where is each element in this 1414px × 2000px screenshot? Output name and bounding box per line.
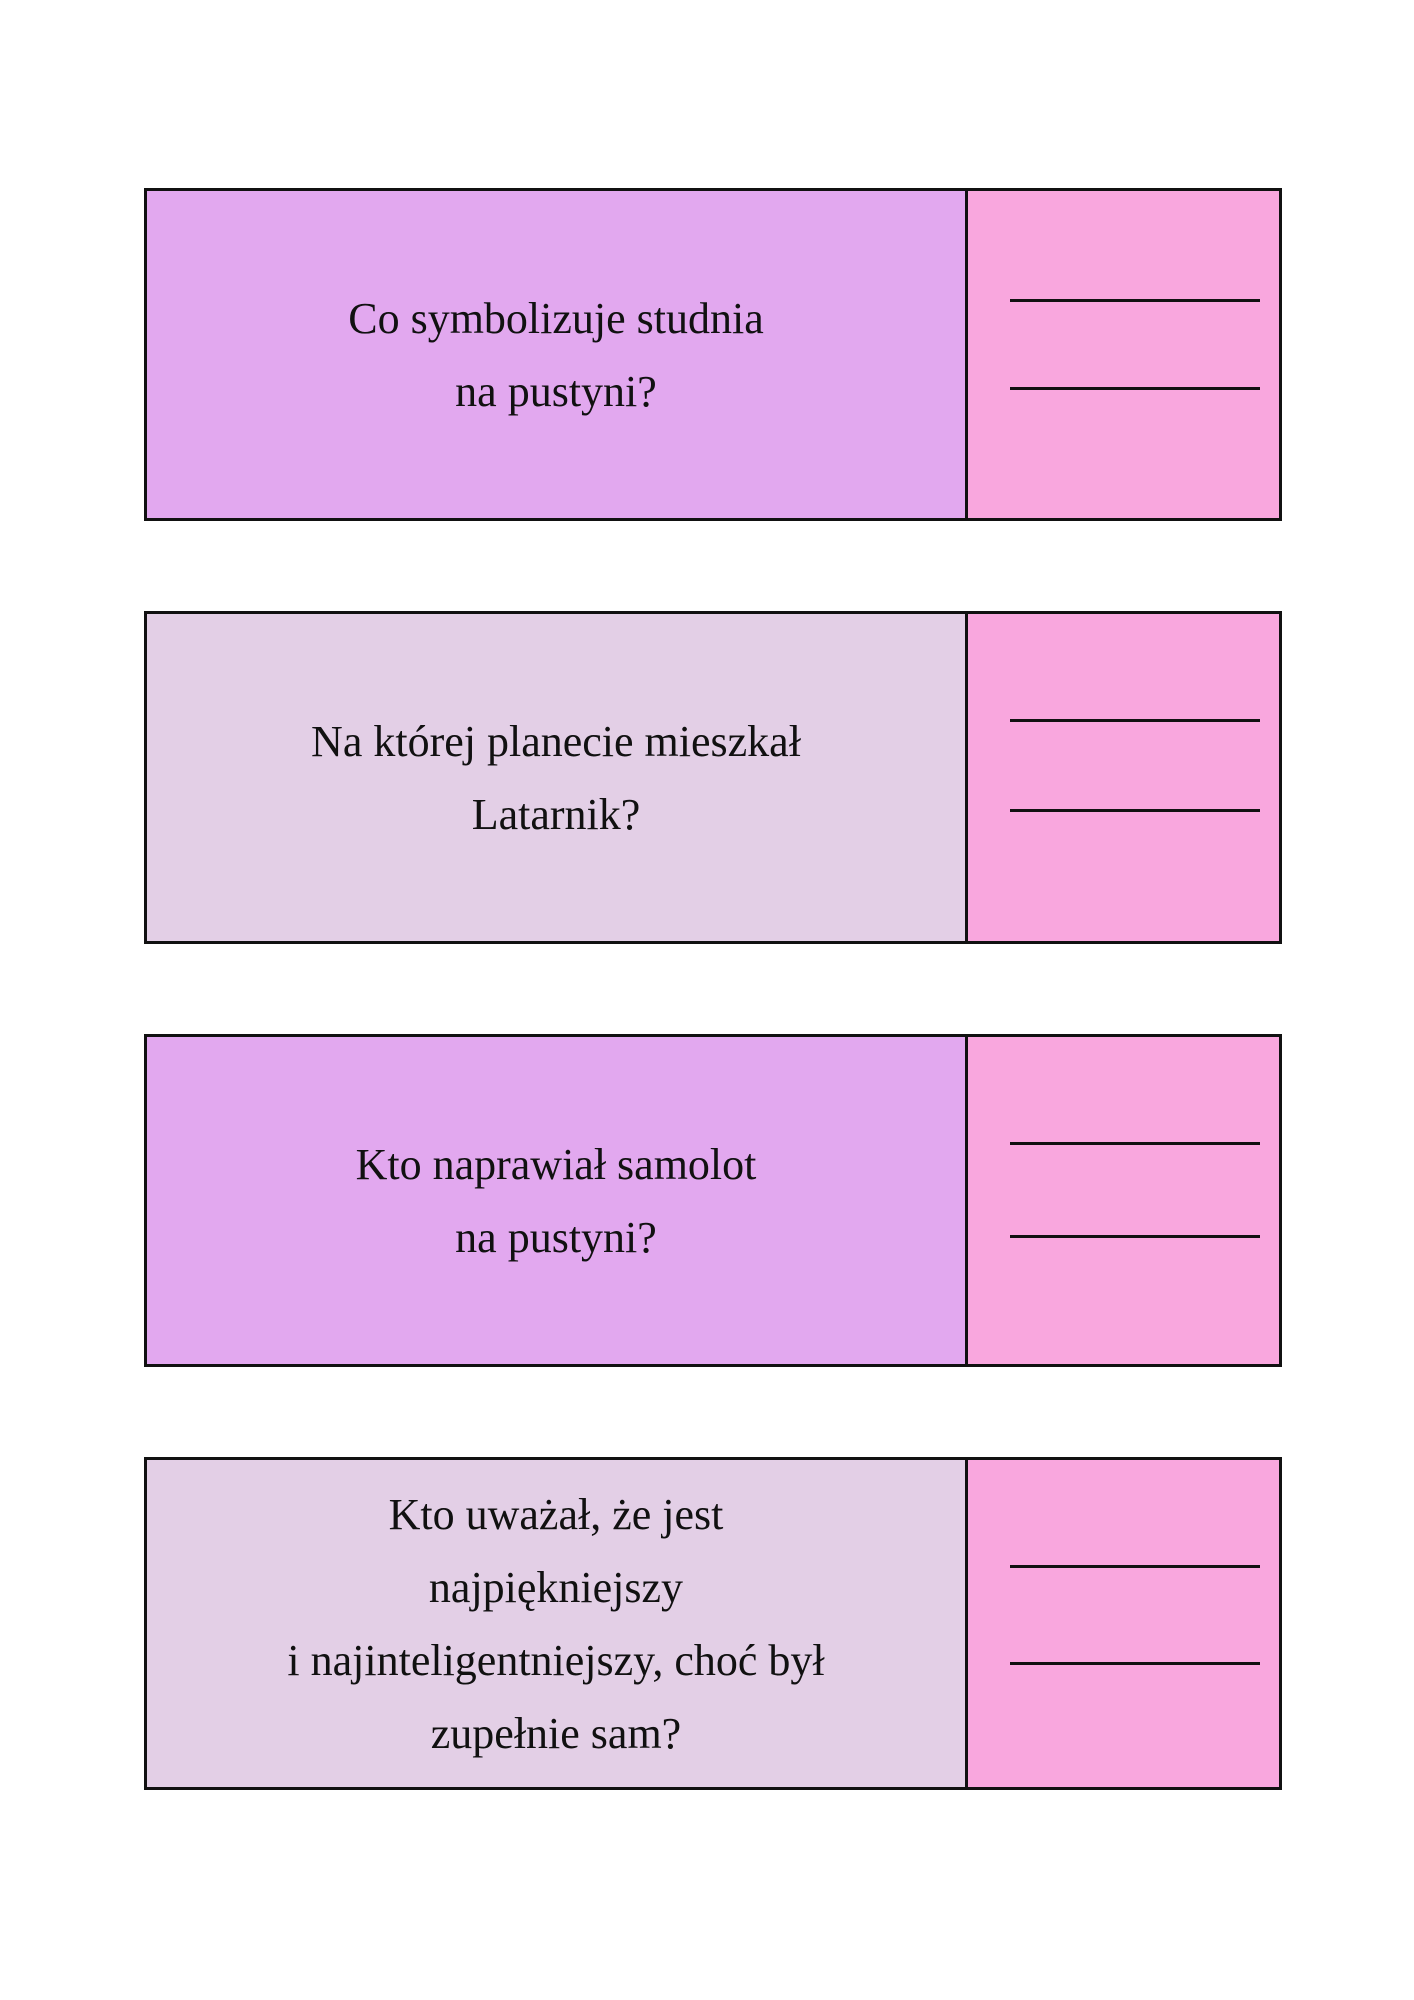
question-text: Co symbolizuje studnia na pustyni? <box>147 191 968 518</box>
answer-line <box>1010 1235 1260 1238</box>
answer-line <box>1010 809 1260 812</box>
answer-line <box>1010 299 1260 302</box>
answer-area[interactable] <box>968 1037 1279 1364</box>
answer-line <box>1010 719 1260 722</box>
answer-line <box>1010 387 1260 390</box>
answer-area[interactable] <box>968 614 1279 941</box>
question-card: Na której planecie mieszkał Latarnik? <box>144 611 1282 944</box>
answer-line <box>1010 1142 1260 1145</box>
answer-area[interactable] <box>968 191 1279 518</box>
question-card: Kto uważał, że jest najpiękniejszy i naj… <box>144 1457 1282 1790</box>
answer-area[interactable] <box>968 1460 1279 1787</box>
question-text: Kto naprawiał samolot na pustyni? <box>147 1037 968 1364</box>
question-card: Kto naprawiał samolot na pustyni? <box>144 1034 1282 1367</box>
answer-line <box>1010 1565 1260 1568</box>
question-card: Co symbolizuje studnia na pustyni? <box>144 188 1282 521</box>
question-text: Na której planecie mieszkał Latarnik? <box>147 614 968 941</box>
question-text: Kto uważał, że jest najpiękniejszy i naj… <box>147 1460 968 1787</box>
answer-line <box>1010 1662 1260 1665</box>
